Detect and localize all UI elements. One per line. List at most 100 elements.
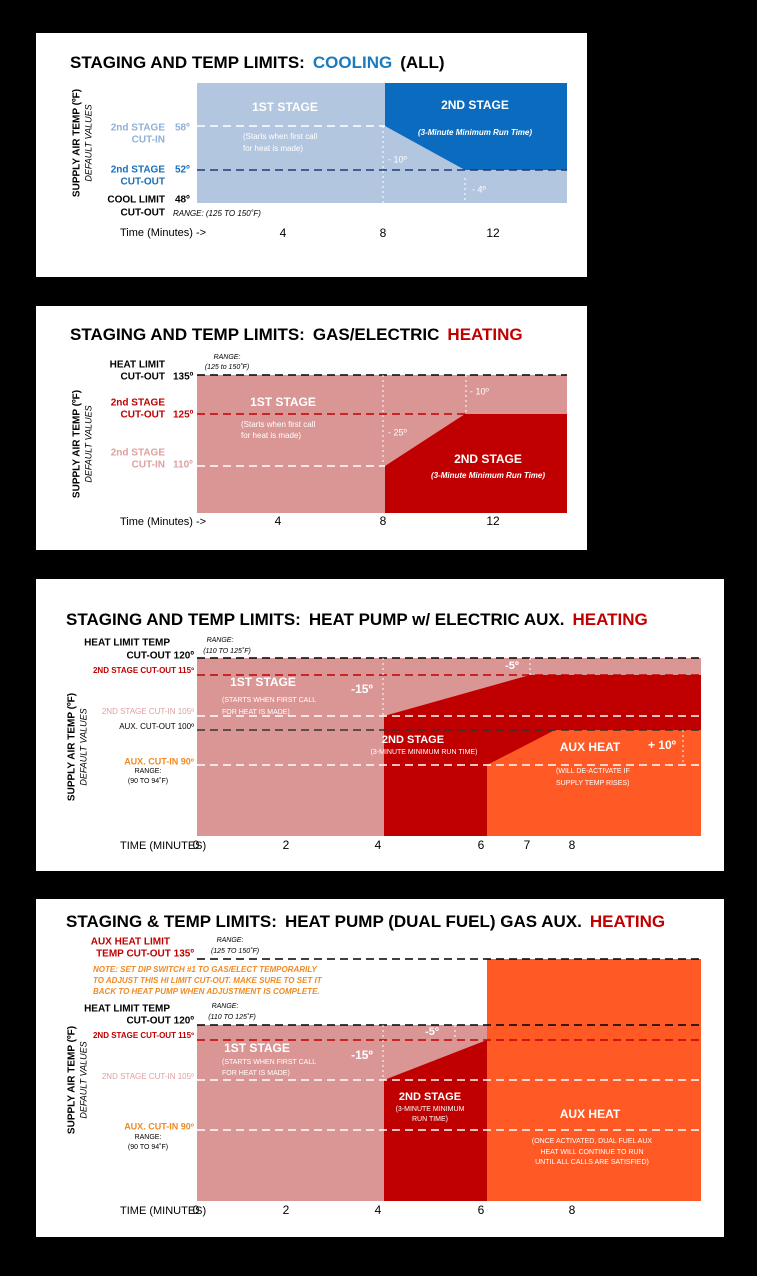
annotation: HEAT LIMIT TEMP: [84, 1004, 170, 1015]
x-axis-label: Time (Minutes) ->: [120, 227, 206, 239]
y-axis-subtitle: DEFAULT VALUES: [78, 1041, 88, 1118]
y-axis-title: SUPPLY AIR TEMP (ºF): [72, 390, 83, 498]
annotation: TEMP CUT-OUT 135º: [96, 949, 194, 960]
annotation: (ONCE ACTIVATED, DUAL FUEL AUX: [532, 1138, 653, 1145]
annotation: 2ND STAGE CUT-IN 105º: [102, 1072, 194, 1081]
panel-title: STAGING AND TEMP LIMITS: HEAT PUMP w/ ELE…: [66, 610, 648, 629]
annotation: TO ADJUST THIS HI LIMIT CUT-OUT. MAKE SU…: [93, 976, 323, 985]
annotation: AUX. CUT-IN 90º: [124, 1121, 195, 1131]
annotation: 52º: [175, 165, 190, 176]
title-part: COOLING: [313, 53, 392, 72]
title-part: STAGING AND TEMP LIMITS:: [66, 610, 301, 629]
annotation: HEAT WILL CONTINUE TO RUN: [540, 1149, 643, 1156]
x-tick-label: 6: [478, 1203, 485, 1217]
panel-title: STAGING & TEMP LIMITS: HEAT PUMP (DUAL FU…: [66, 912, 665, 931]
x-tick-label: 4: [375, 838, 382, 852]
x-tick-label: 4: [280, 226, 287, 240]
annotation: (STARTS WHEN FIRST CALL: [222, 697, 316, 704]
annotation: 1ST STAGE: [252, 100, 318, 114]
annotation: 1ST STAGE: [250, 395, 316, 409]
annotation: BACK TO HEAT PUMP WHEN ADJUSTMENT IS COM…: [93, 987, 320, 996]
annotation: 2nd STAGE: [111, 123, 166, 134]
annotation: -5º: [505, 660, 519, 672]
panel-heat-pump-dual-fuel: [36, 899, 724, 1237]
title-part: HEAT PUMP (DUAL FUEL) GAS AUX.: [285, 912, 582, 931]
y-axis-subtitle: DEFAULT VALUES: [78, 708, 88, 785]
x-tick-label: 12: [486, 226, 500, 240]
annotation: 135º: [173, 372, 194, 383]
title-part: STAGING AND TEMP LIMITS:: [70, 53, 305, 72]
annotation: (90 TO 94˚F): [128, 1143, 168, 1151]
annotation: AUX. CUT-OUT 100º: [119, 722, 194, 731]
x-tick-label: 8: [380, 514, 387, 528]
annotation: CUT-IN: [132, 460, 165, 471]
panel-cooling: [36, 33, 587, 277]
title-part: (ALL): [400, 53, 444, 72]
x-tick-label: 4: [375, 1203, 382, 1217]
annotation: 2ND STAGE: [441, 98, 509, 112]
annotation: 2nd STAGE: [111, 398, 166, 409]
annotation: (110 TO 125˚F): [203, 647, 251, 655]
annotation: -15º: [351, 682, 373, 696]
y-axis-title: SUPPLY AIR TEMP (ºF): [67, 1026, 78, 1134]
annotation: RUN TIME): [412, 1116, 448, 1123]
title-part: HEATING: [573, 610, 648, 629]
annotation: 2ND STAGE CUT-OUT 115º: [93, 666, 194, 675]
title-part: GAS/ELECTRIC: [313, 325, 440, 344]
annotation: RANGE:: [135, 768, 162, 775]
annotation: (WILL DE-ACTIVATE IF: [556, 768, 630, 775]
annotation: 2ND STAGE: [399, 1091, 461, 1103]
title-part: HEATING: [590, 912, 665, 931]
annotation: 1ST STAGE: [230, 675, 296, 689]
annotation: FOR HEAT IS MADE): [222, 709, 290, 716]
annotation: 58º: [175, 123, 190, 134]
panel-heat-pump-electric: [36, 579, 724, 871]
annotation: - 10º: [470, 386, 490, 396]
annotation: 2nd STAGE: [111, 165, 166, 176]
annotation: SUPPLY TEMP RISES): [556, 780, 629, 787]
x-tick-label: 8: [380, 226, 387, 240]
y-axis-title: SUPPLY AIR TEMP (ºF): [72, 89, 83, 197]
annotation: (Starts when first call: [241, 420, 315, 429]
annotation: AUX HEAT: [560, 740, 621, 754]
annotation: FOR HEAT IS MADE): [222, 1070, 290, 1077]
annotation: + 10º: [648, 738, 677, 752]
annotation: 110º: [173, 460, 193, 471]
x-tick-label: 8: [569, 1203, 576, 1217]
annotation: - 4º: [472, 184, 487, 194]
annotation: RANGE:: [207, 637, 234, 644]
annotation: COOL LIMIT: [107, 195, 165, 206]
annotation: (90 TO 94˚F): [128, 777, 168, 785]
annotation: CUT-OUT: [121, 177, 165, 188]
x-axis-label: TIME (MINUTES): [120, 1205, 206, 1217]
x-tick-label: 4: [275, 514, 282, 528]
panel-gas-electric: [36, 306, 587, 550]
y-axis-subtitle: DEFAULT VALUES: [83, 405, 93, 482]
annotation: RANGE:: [214, 354, 241, 361]
annotation: 2nd STAGE: [111, 448, 166, 459]
annotation: RANGE:: [135, 1134, 162, 1141]
x-tick-label: 0: [193, 838, 200, 852]
annotation: (3-MINUTE MINIMUM RUN TIME): [371, 749, 478, 756]
y-axis-title: SUPPLY AIR TEMP (ºF): [67, 693, 78, 801]
annotation: 2ND STAGE: [454, 452, 522, 466]
annotation: (STARTS WHEN FIRST CALL: [222, 1059, 316, 1066]
annotation: CUT-OUT 120º: [126, 651, 194, 662]
annotation: CUT-OUT: [121, 208, 165, 219]
annotation: HEAT LIMIT TEMP: [84, 638, 170, 649]
y-axis-subtitle: DEFAULT VALUES: [83, 104, 93, 181]
annotation: 48º: [175, 195, 190, 206]
annotation: AUX HEAT: [560, 1107, 621, 1121]
x-tick-label: 2: [283, 1203, 290, 1217]
title-part: HEATING: [447, 325, 522, 344]
annotation: NOTE: SET DIP SWITCH #1 TO GAS/ELECT TEM…: [93, 965, 318, 974]
annotation: for heat is made): [243, 144, 303, 153]
annotation: 1ST STAGE: [224, 1041, 290, 1055]
title-part: STAGING & TEMP LIMITS:: [66, 912, 277, 931]
x-tick-label: 0: [193, 1203, 200, 1217]
annotation: CUT-OUT: [121, 410, 165, 421]
annotation: (Starts when first call: [243, 132, 317, 141]
annotation: (125 TO 150˚F): [211, 947, 259, 955]
